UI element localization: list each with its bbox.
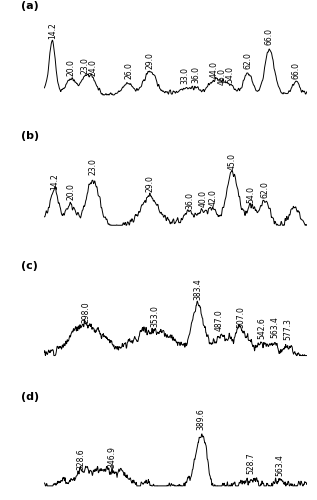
Text: (a): (a) — [21, 1, 38, 11]
Text: 24.0: 24.0 — [88, 60, 98, 76]
Text: 66.0: 66.0 — [265, 28, 274, 46]
Text: 45.0: 45.0 — [228, 152, 237, 170]
Text: 298.0: 298.0 — [82, 302, 91, 323]
Text: 346.9: 346.9 — [107, 446, 116, 468]
Text: 507.0: 507.0 — [236, 306, 245, 328]
Text: 487.0: 487.0 — [215, 309, 224, 331]
Text: (b): (b) — [21, 131, 39, 141]
Text: 29.0: 29.0 — [145, 52, 154, 69]
Text: 36.0: 36.0 — [186, 192, 195, 208]
Text: 14.2: 14.2 — [48, 22, 57, 39]
Text: 389.6: 389.6 — [197, 408, 205, 430]
Text: 46.0: 46.0 — [217, 68, 226, 84]
Text: 54.0: 54.0 — [246, 186, 256, 203]
Text: 36.0: 36.0 — [191, 66, 200, 82]
Text: 577.3: 577.3 — [283, 318, 292, 340]
Text: 23.0: 23.0 — [81, 58, 90, 74]
Text: 353.0: 353.0 — [150, 305, 159, 326]
Text: 66.0: 66.0 — [291, 62, 300, 80]
Text: (c): (c) — [21, 262, 38, 272]
Text: 42.0: 42.0 — [208, 190, 217, 206]
Text: 563.4: 563.4 — [270, 316, 279, 338]
Text: 383.4: 383.4 — [194, 278, 203, 300]
Text: 29.0: 29.0 — [145, 175, 154, 192]
Text: 44.0: 44.0 — [210, 62, 219, 78]
Text: 33.0: 33.0 — [181, 66, 190, 84]
Text: 54.0: 54.0 — [225, 66, 234, 82]
Text: 563.4: 563.4 — [275, 454, 284, 475]
Text: 62.0: 62.0 — [244, 52, 253, 69]
Text: 26.0: 26.0 — [124, 62, 133, 80]
Text: 528.7: 528.7 — [246, 452, 256, 474]
Text: 62.0: 62.0 — [261, 181, 270, 198]
Text: 14.2: 14.2 — [50, 173, 59, 190]
Text: 20.0: 20.0 — [66, 60, 75, 76]
Text: 23.0: 23.0 — [88, 158, 98, 176]
Text: (d): (d) — [21, 392, 39, 402]
Text: 40.0: 40.0 — [199, 190, 208, 207]
Text: 20.0: 20.0 — [66, 184, 75, 200]
Text: 328.6: 328.6 — [77, 449, 86, 470]
Text: 542.6: 542.6 — [257, 318, 266, 339]
